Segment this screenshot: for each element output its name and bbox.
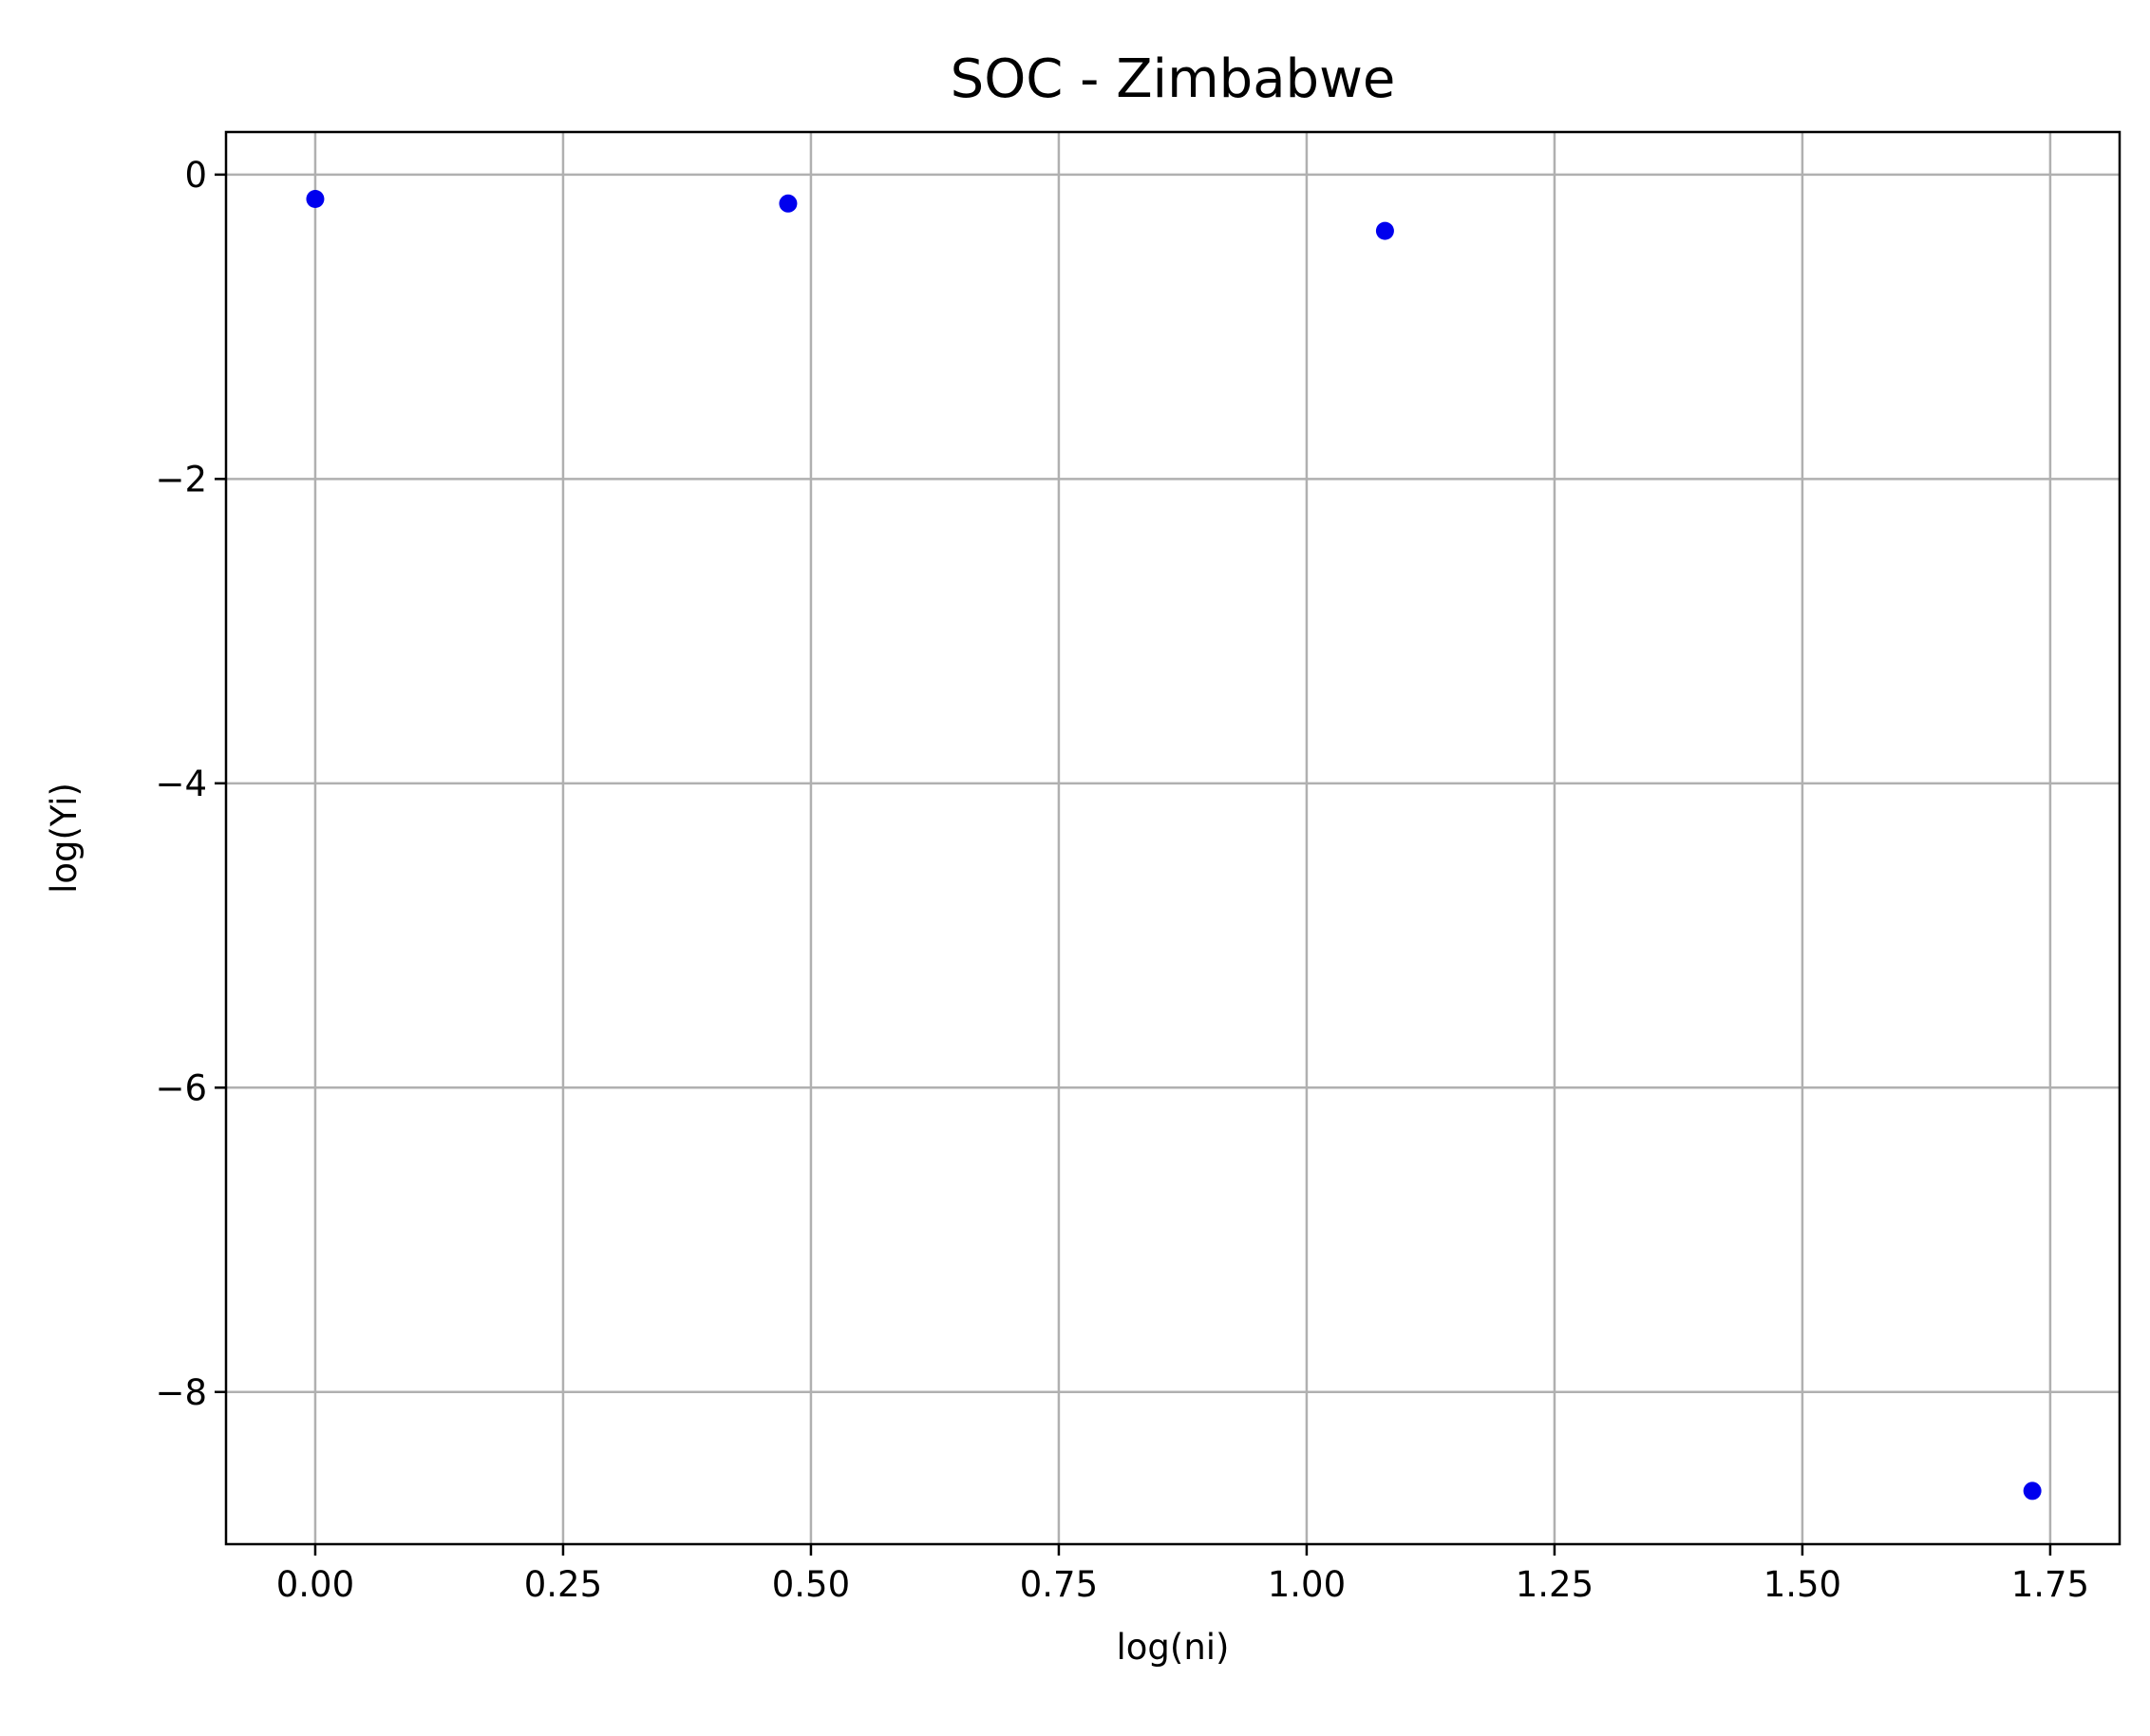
plot-frame	[224, 130, 2122, 1546]
y-tick-label: −8	[155, 1372, 207, 1413]
y-tick-label: −6	[155, 1067, 207, 1108]
y-axis-label: log(Yi)	[44, 783, 85, 894]
x-axis-label: log(ni)	[1116, 1627, 1229, 1668]
data-point	[1375, 221, 1394, 240]
x-tick-label: 0.00	[276, 1564, 354, 1605]
y-tick-label: −4	[155, 764, 207, 804]
x-tick-label: 0.75	[1020, 1564, 1098, 1605]
x-tick-label: 0.50	[772, 1564, 850, 1605]
data-points	[306, 190, 2042, 1500]
x-tick-label: 1.00	[1268, 1564, 1346, 1605]
x-tick-label: 1.50	[1763, 1564, 1841, 1605]
x-tick-label: 1.75	[2011, 1564, 2089, 1605]
data-point	[306, 190, 325, 209]
data-point	[2023, 1481, 2042, 1500]
data-point	[779, 194, 798, 213]
y-tick-label: 0	[184, 155, 207, 196]
axis-ticks: 0.00 0.25 0.50 0.75 1.00 1.25 1.50 1.75 0 −2 −4 −6 −…	[155, 155, 2089, 1605]
y-tick-label: −2	[155, 459, 207, 500]
grid	[226, 132, 2120, 1544]
x-tick-label: 1.25	[1516, 1564, 1594, 1605]
x-tick-label: 0.25	[524, 1564, 602, 1605]
chart-title: SOC - Zimbabwe	[951, 48, 1396, 110]
